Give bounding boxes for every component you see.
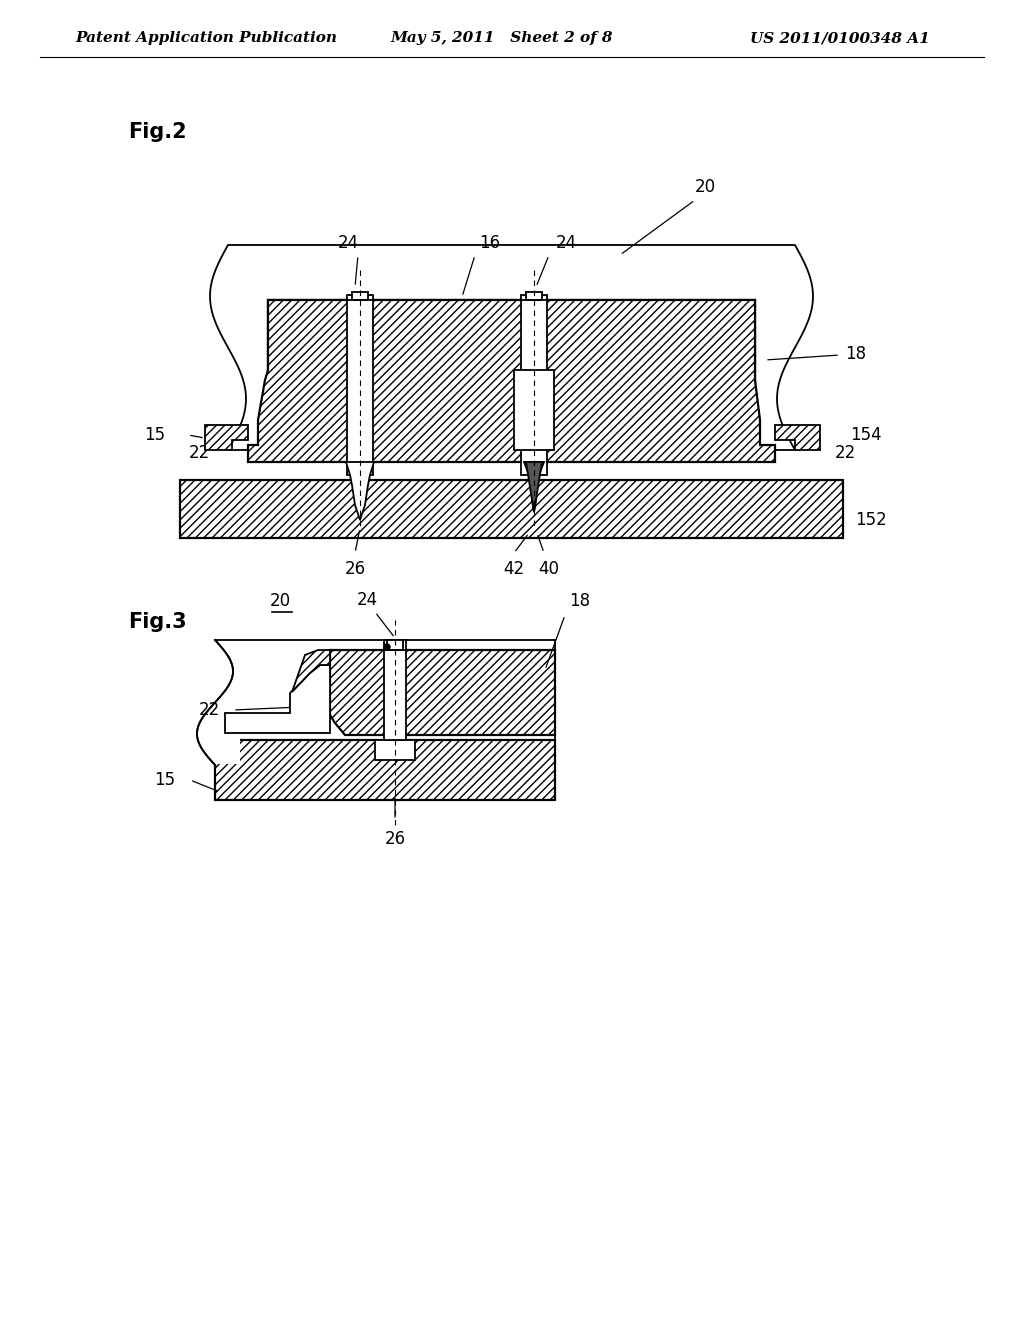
- Bar: [387, 640, 403, 649]
- Bar: [215, 741, 555, 800]
- Text: 22: 22: [199, 701, 220, 719]
- Polygon shape: [330, 649, 555, 735]
- Bar: [384, 640, 406, 741]
- Text: 22: 22: [835, 444, 856, 462]
- Text: 18: 18: [845, 345, 866, 363]
- Bar: [526, 292, 542, 300]
- Text: 40: 40: [539, 560, 559, 578]
- Text: US 2011/0100348 A1: US 2011/0100348 A1: [750, 30, 930, 45]
- Text: 20: 20: [269, 591, 291, 610]
- Text: 26: 26: [384, 830, 406, 847]
- Text: Fig.2: Fig.2: [128, 121, 186, 143]
- Bar: [210, 642, 240, 764]
- Polygon shape: [210, 246, 813, 450]
- Text: 24: 24: [556, 234, 578, 252]
- Polygon shape: [292, 649, 330, 692]
- Bar: [375, 741, 415, 760]
- Text: 24: 24: [356, 591, 378, 609]
- Polygon shape: [225, 665, 330, 733]
- Text: 15: 15: [154, 771, 175, 789]
- Text: 15: 15: [144, 426, 165, 444]
- Bar: [514, 370, 554, 450]
- Text: Patent Application Publication: Patent Application Publication: [75, 30, 337, 45]
- Polygon shape: [526, 462, 542, 512]
- Circle shape: [384, 644, 390, 649]
- Polygon shape: [205, 425, 248, 450]
- Text: Fig.3: Fig.3: [128, 612, 186, 632]
- Text: 154: 154: [850, 426, 882, 444]
- Polygon shape: [346, 462, 374, 520]
- Text: 152: 152: [855, 511, 887, 529]
- Bar: [521, 294, 547, 475]
- Polygon shape: [248, 300, 775, 462]
- Text: 20: 20: [695, 178, 716, 195]
- Text: 22: 22: [188, 444, 210, 462]
- Text: May 5, 2011   Sheet 2 of 8: May 5, 2011 Sheet 2 of 8: [390, 30, 612, 45]
- Text: 24: 24: [338, 234, 358, 252]
- Text: 26: 26: [344, 560, 366, 578]
- Bar: [215, 640, 555, 766]
- Bar: [268, 300, 755, 430]
- Polygon shape: [524, 462, 544, 512]
- Text: 18: 18: [569, 591, 590, 610]
- Bar: [347, 294, 373, 475]
- Text: 16: 16: [479, 234, 500, 252]
- Polygon shape: [775, 425, 820, 450]
- Bar: [180, 480, 843, 539]
- Bar: [352, 292, 368, 300]
- Text: 42: 42: [504, 560, 524, 578]
